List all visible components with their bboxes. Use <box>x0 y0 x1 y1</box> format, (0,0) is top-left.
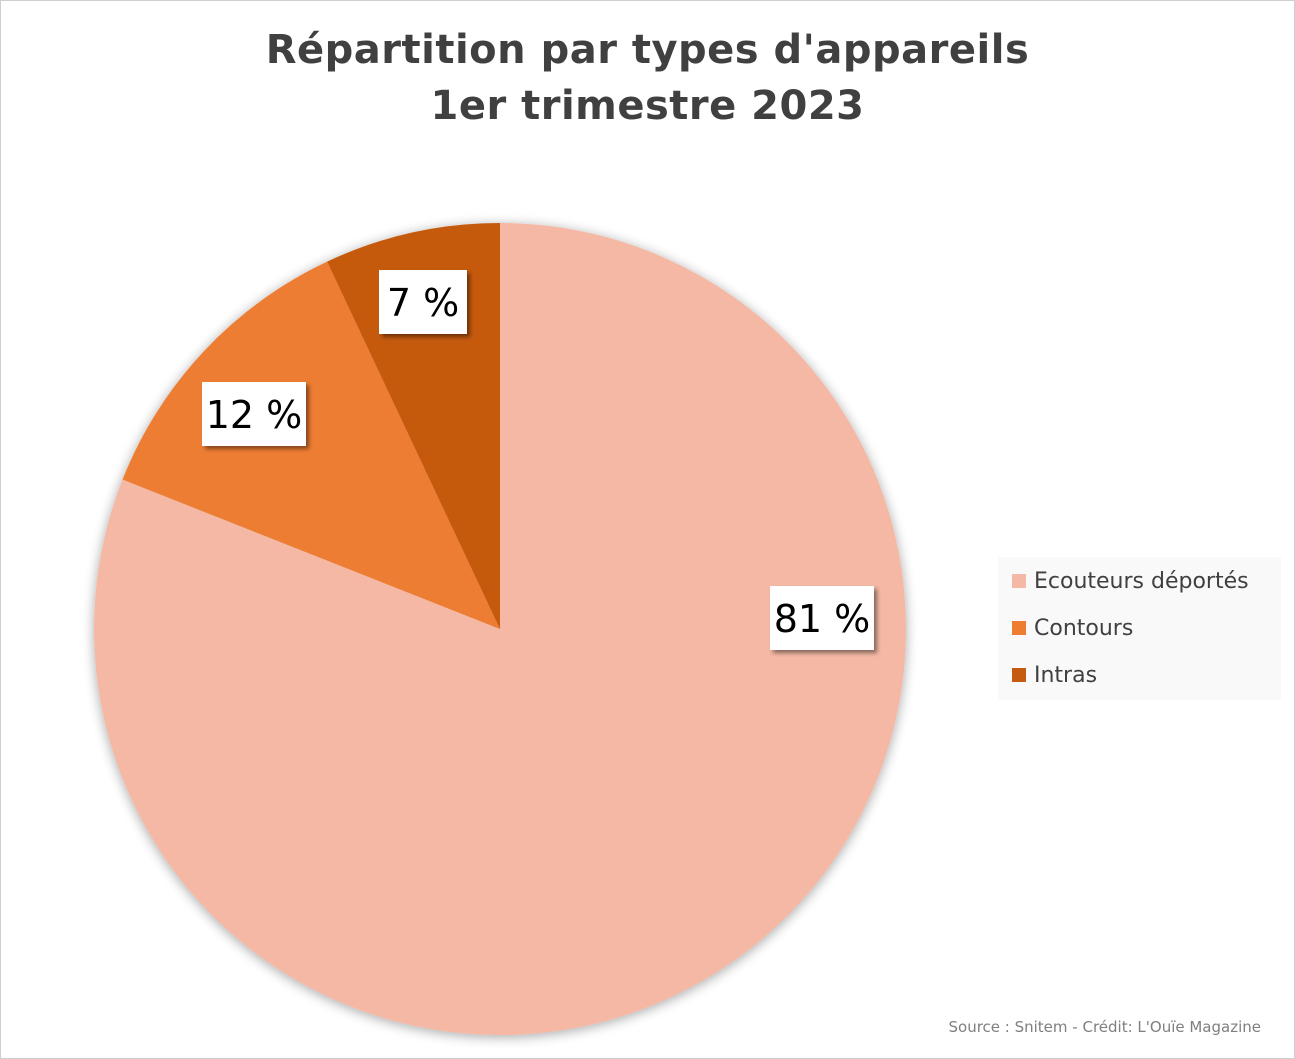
data-label-box <box>770 586 874 650</box>
data-label-1: 81 % <box>770 586 874 650</box>
data-label-3: 7 % <box>379 270 467 334</box>
data-label-text: 7 % <box>387 281 459 325</box>
legend-label: Contours <box>1034 615 1134 641</box>
legend-item: Ecouteurs déportés <box>1012 567 1249 595</box>
legend-label: Ecouteurs déportés <box>1034 568 1249 594</box>
legend-swatch <box>1012 574 1026 588</box>
legend-swatch <box>1012 621 1026 635</box>
data-label-text: 81 % <box>774 597 871 641</box>
legend-swatch <box>1012 668 1026 682</box>
title-line-2: 1er trimestre 2023 <box>430 83 865 129</box>
source-credit: Source : Snitem - Crédit: L'Ouïe Magazin… <box>948 1018 1262 1036</box>
legend: Ecouteurs déportés Contours Intras <box>998 557 1281 700</box>
data-label-box <box>202 382 306 446</box>
legend-label: Intras <box>1034 662 1098 688</box>
data-label-2: 12 % <box>202 382 306 446</box>
chart-title: Répartition par types d'appareils 1er tr… <box>0 22 1295 134</box>
legend-item: Intras <box>1012 661 1097 689</box>
data-label-box <box>379 270 467 334</box>
pie-slice-ecouteurs-d-port-s <box>93 223 906 1035</box>
data-label-text: 12 % <box>206 393 303 437</box>
title-line-1: Répartition par types d'appareils <box>265 27 1030 73</box>
legend-item: Contours <box>1012 614 1133 642</box>
pie-data-labels: 81 % 12 % 7 % <box>202 270 874 650</box>
pie-slice-contours <box>122 261 501 629</box>
